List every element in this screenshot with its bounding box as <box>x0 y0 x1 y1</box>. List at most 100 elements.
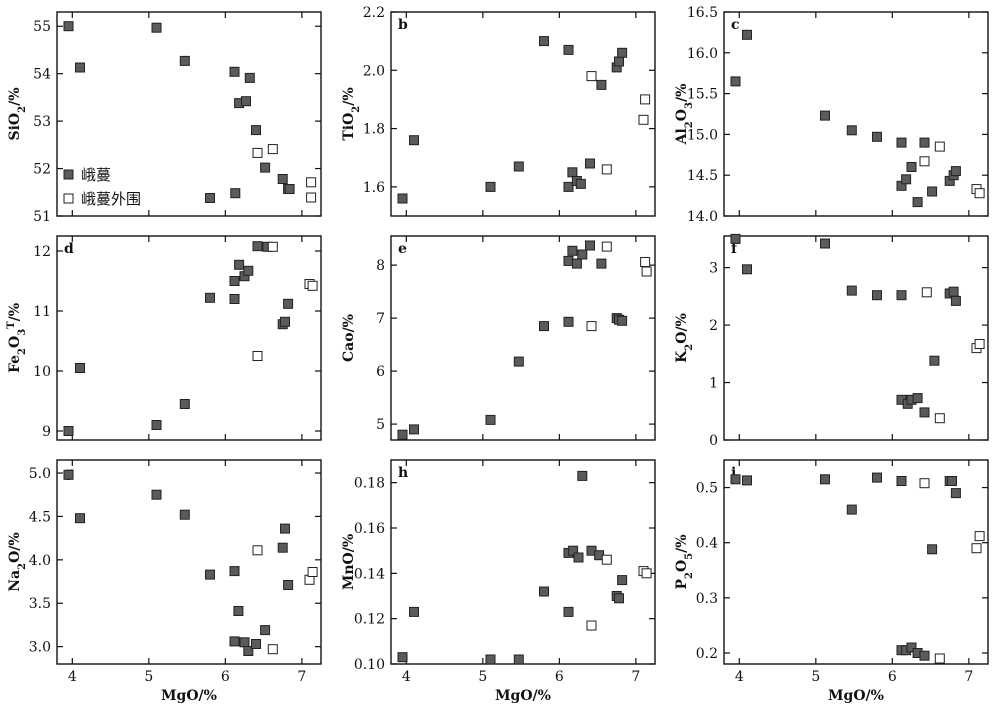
data-point-emang <box>617 315 628 326</box>
data-point-emang <box>906 642 917 653</box>
data-point-emang <box>179 509 190 520</box>
data-point-emang <box>409 606 419 617</box>
y-tick-label: 53 <box>33 114 51 130</box>
data-point-emang-periphery <box>267 644 278 655</box>
data-point-emang <box>563 606 574 617</box>
data-point-emang <box>950 295 961 306</box>
data-point-emang <box>283 298 294 309</box>
y-axis-label: Cao/% <box>341 314 357 362</box>
data-point-emang <box>872 290 882 301</box>
data-point-emang-periphery <box>971 543 982 554</box>
data-point-emang <box>927 544 938 555</box>
y-tick-label: 1.8 <box>363 122 385 138</box>
plot-frame <box>56 11 322 217</box>
data-point-emang <box>742 475 752 486</box>
data-point-emang-periphery <box>974 531 985 542</box>
y-axis-label: Fe2O3T/% <box>6 303 28 373</box>
data-point-emang-periphery <box>306 192 317 203</box>
data-point-emang <box>205 193 215 203</box>
data-point-emang-periphery <box>934 653 945 664</box>
data-point-emang <box>573 552 584 563</box>
data-point-emang <box>927 186 938 197</box>
data-point-emang <box>230 188 241 199</box>
x-axis-label: MgO/% <box>161 688 217 704</box>
y-tick-label: 14.0 <box>687 209 718 225</box>
y-tick-label: 0 <box>709 433 718 449</box>
data-point-emang <box>234 259 245 270</box>
data-point-emang <box>513 356 524 367</box>
data-point-emang <box>872 472 882 483</box>
data-point-emang <box>284 184 295 194</box>
plot-frame <box>56 235 322 441</box>
data-point-emang <box>617 47 628 58</box>
y-tick-label: 15.0 <box>687 127 718 143</box>
data-point-emang <box>233 606 244 616</box>
y-axis-label: Na2O/% <box>7 532 28 591</box>
data-point-emang <box>950 488 961 499</box>
data-point-emang <box>179 399 190 409</box>
data-point-emang-periphery <box>586 71 597 82</box>
x-tick-label: 4 <box>402 669 411 685</box>
data-point-emang <box>63 21 74 32</box>
x-tick-label: 7 <box>964 669 973 685</box>
data-point-emang <box>239 637 250 648</box>
data-point-emang <box>563 255 574 266</box>
x-tick-label: 4 <box>735 669 744 685</box>
data-point-emang <box>513 161 524 172</box>
data-point-emang <box>567 245 578 256</box>
panel-i: 4 5 6 7 0.2 0.3 0.4 0.5 i P2O5/% MgO/% <box>674 459 989 704</box>
data-point-emang-periphery <box>252 545 263 556</box>
y-tick-label: 2.2 <box>363 5 385 21</box>
plot-frame <box>390 11 656 217</box>
y-tick-label: 14.5 <box>687 168 718 184</box>
y-tick-label: 16.0 <box>687 46 718 62</box>
y-axis-label: MnO/% <box>341 534 357 590</box>
data-point-emang <box>151 22 162 33</box>
legend-marker-filled <box>63 169 74 180</box>
data-point-emang <box>229 66 240 77</box>
data-point-emang-periphery <box>252 147 263 158</box>
x-tick-label: 6 <box>555 669 564 685</box>
data-point-emang-periphery <box>267 241 278 252</box>
data-point-emang <box>563 181 574 192</box>
panel-letter: i <box>731 465 736 481</box>
data-point-emang <box>585 158 595 169</box>
data-point-emang <box>577 470 588 481</box>
data-point-emang <box>63 469 74 480</box>
data-point-emang <box>846 504 857 515</box>
data-point-emang <box>251 125 261 136</box>
y-tick-label: 10 <box>33 364 51 380</box>
data-point-emang <box>63 426 74 436</box>
data-point-emang <box>260 625 271 636</box>
data-point-emang <box>820 238 830 249</box>
y-tick-label: 3 <box>709 261 718 277</box>
y-tick-label: 51 <box>33 209 51 225</box>
data-point-emang <box>75 62 85 73</box>
data-point-emang <box>243 265 254 276</box>
data-point-emang <box>229 636 240 647</box>
y-tick-label: 5.0 <box>29 466 51 482</box>
data-point-emang <box>596 79 607 90</box>
x-axis-label: MgO/% <box>828 688 884 704</box>
x-tick-label: 7 <box>631 669 640 685</box>
data-point-emang <box>585 240 595 251</box>
panel-h: 4 5 6 7 0.10 0.12 0.14 0.16 0.18 h MnO/% MgO/% <box>341 459 656 704</box>
y-tick-label: 12 <box>33 244 51 260</box>
plot-frame <box>390 459 656 665</box>
data-point-emang <box>912 393 923 404</box>
y-tick-label: 11 <box>33 304 51 320</box>
y-tick-label: 0.14 <box>354 566 385 582</box>
panel-f: 0 1 2 3f K2O/% <box>674 233 989 449</box>
x-tick-label: 5 <box>144 669 153 685</box>
data-point-emang-periphery <box>921 287 932 298</box>
x-tick-label: 5 <box>811 669 820 685</box>
data-point-emang <box>614 56 624 67</box>
data-point-emang <box>901 174 912 185</box>
data-point-emang-periphery <box>601 241 612 252</box>
data-point-emang-periphery <box>641 266 652 277</box>
data-point-emang <box>596 258 607 269</box>
y-tick-label: 2 <box>709 318 718 334</box>
